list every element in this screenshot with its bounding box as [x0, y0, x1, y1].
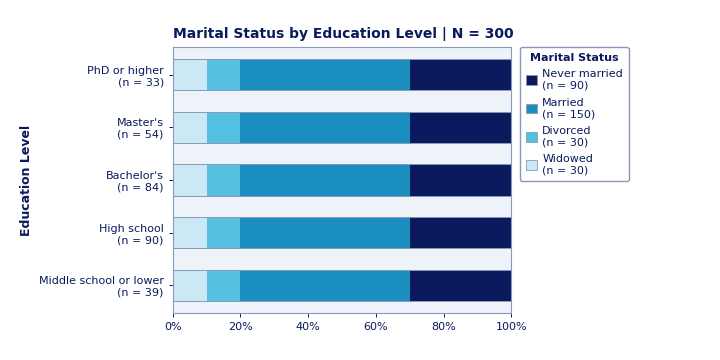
Bar [173, 217, 207, 248]
Bar [173, 59, 511, 90]
Bar [207, 164, 240, 196]
Bar [173, 217, 511, 248]
Bar [240, 112, 410, 143]
Bar [410, 112, 511, 143]
Bar [173, 59, 207, 90]
Bar [207, 59, 240, 90]
Bar [240, 164, 410, 196]
Bar [207, 112, 240, 143]
Bar [173, 270, 511, 301]
Text: Marital Status by Education Level | N = 300: Marital Status by Education Level | N = … [173, 27, 513, 41]
Y-axis label: Education Level: Education Level [20, 125, 33, 235]
Bar [173, 270, 207, 301]
Bar [410, 59, 511, 90]
Bar [207, 270, 240, 301]
Bar [410, 217, 511, 248]
Bar [173, 164, 511, 196]
Bar [240, 270, 410, 301]
Bar [207, 217, 240, 248]
Bar [240, 217, 410, 248]
Bar [173, 164, 207, 196]
Bar [173, 112, 511, 143]
Bar [410, 270, 511, 301]
Legend: Never married
(n = 90), Married
(n = 150), Divorced
(n = 30), Widowed
(n = 30): Never married (n = 90), Married (n = 150… [520, 47, 629, 181]
Bar [240, 59, 410, 90]
Bar [173, 112, 207, 143]
Bar [410, 164, 511, 196]
